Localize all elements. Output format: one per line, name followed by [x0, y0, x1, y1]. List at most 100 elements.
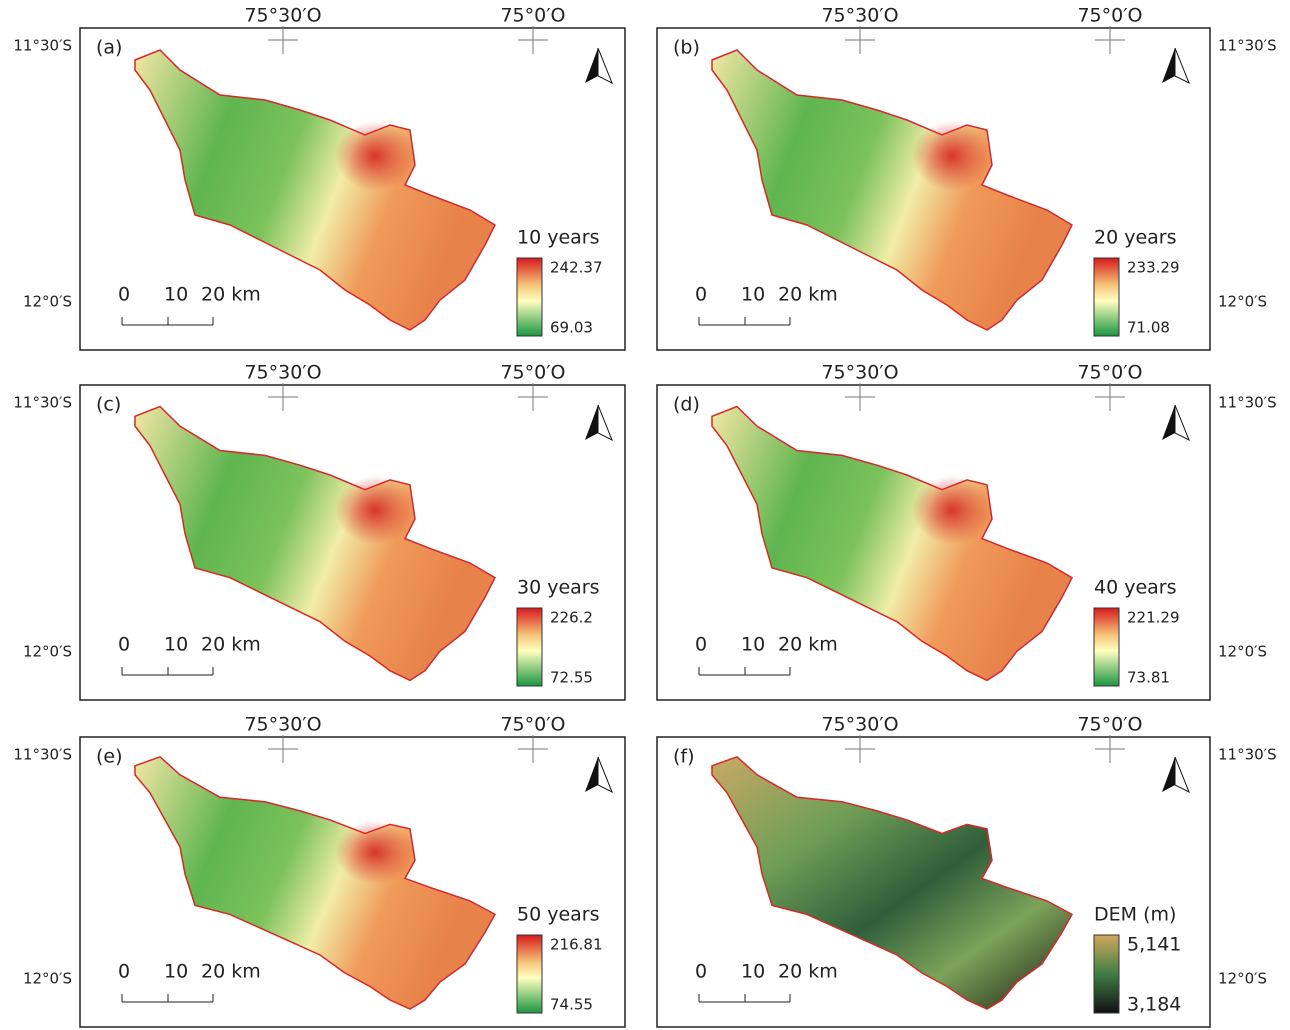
scale-label: 0	[695, 634, 707, 656]
graticule-cross	[845, 26, 875, 54]
hotspot	[335, 121, 415, 191]
longitude-label: 75°30′O	[244, 362, 321, 384]
basin	[711, 49, 1073, 331]
north-arrow-left	[585, 405, 598, 440]
panel-frame	[79, 384, 626, 701]
scale-label: 10	[164, 284, 188, 306]
panel-frame	[79, 736, 626, 1028]
hotspot	[912, 475, 992, 545]
legend-title: 20 years	[1094, 227, 1177, 249]
graticule-cross	[1095, 383, 1125, 411]
map-panel: (d) 75°30′O 75°0′O 11°30′S 12°0′S 0 10 20 km 40 …	[656, 362, 1277, 701]
longitude-label: 75°0′O	[500, 714, 565, 736]
basin	[134, 755, 497, 1010]
latitude-label: 11°30′S	[13, 394, 72, 412]
north-arrow-right	[597, 404, 613, 442]
legend-ramp	[1093, 257, 1120, 337]
scale-label: 10	[164, 961, 188, 983]
legend-title: DEM (m)	[1094, 904, 1176, 926]
longitude-label: 75°30′O	[244, 714, 321, 736]
legend-max: 221.29	[1127, 609, 1180, 627]
latitude-label: 12°0′S	[23, 293, 72, 311]
latitude-label: 11°30′S	[1218, 394, 1277, 412]
graticule-cross	[268, 735, 298, 763]
legend-min: 73.81	[1127, 669, 1170, 687]
longitude-label: 75°0′O	[500, 5, 565, 27]
latitude-label: 12°0′S	[1218, 643, 1267, 661]
scale-label: 10	[164, 634, 188, 656]
panel-label: (d)	[673, 394, 700, 416]
basin	[134, 405, 496, 682]
basin	[134, 49, 496, 331]
panel-frame	[656, 27, 1211, 351]
legend-max: 233.29	[1127, 259, 1180, 277]
latitude-label: 11°30′S	[1218, 37, 1277, 55]
latitude-label: 12°0′S	[1218, 970, 1267, 988]
legend-ramp	[516, 934, 543, 1014]
legend-title: 30 years	[517, 577, 600, 599]
scale-label: 20 km	[201, 961, 261, 983]
longitude-label: 75°30′O	[821, 5, 898, 27]
latitude-label: 11°30′S	[1218, 746, 1277, 764]
panel-label: (b)	[673, 37, 700, 59]
legend-max: 226.2	[550, 609, 593, 627]
graticule-cross	[268, 383, 298, 411]
scale-label: 0	[695, 284, 707, 306]
graticule-cross	[1095, 735, 1125, 763]
panel-label: (c)	[96, 394, 121, 416]
graticule-cross	[845, 383, 875, 411]
north-arrow-left	[1162, 48, 1175, 83]
scale-label: 20 km	[778, 284, 838, 306]
panel-label: (e)	[96, 746, 123, 768]
hotspot	[912, 121, 992, 191]
graticule-cross	[268, 26, 298, 54]
map-panel: (c) 75°30′O 75°0′O 11°30′S 12°0′S 0 10 20 km 30 …	[13, 362, 626, 701]
legend-ramp	[516, 607, 543, 687]
legend-min: 3,184	[1127, 994, 1181, 1016]
legend-min: 72.55	[550, 669, 593, 687]
north-arrow-right	[1174, 756, 1190, 794]
panel-label: (f)	[673, 746, 695, 768]
scale-label: 10	[741, 961, 765, 983]
legend-ramp	[1093, 934, 1120, 1014]
longitude-label: 75°30′O	[821, 714, 898, 736]
latitude-label: 12°0′S	[23, 970, 72, 988]
longitude-label: 75°0′O	[1077, 5, 1142, 27]
graticule-cross	[518, 383, 548, 411]
legend-title: 40 years	[1094, 577, 1177, 599]
legend-ramp	[1093, 607, 1120, 687]
latitude-label: 11°30′S	[13, 746, 72, 764]
north-arrow-left	[1162, 405, 1175, 440]
map-panel: (e) 75°30′O 75°0′O 11°30′S 12°0′S 0 10 20 km 50 …	[13, 714, 626, 1028]
basin	[711, 755, 1074, 1010]
graticule-cross	[518, 26, 548, 54]
latitude-label: 11°30′S	[13, 37, 72, 55]
longitude-label: 75°30′O	[244, 5, 321, 27]
longitude-label: 75°0′O	[1077, 362, 1142, 384]
scale-label: 20 km	[778, 961, 838, 983]
panel-frame	[656, 384, 1211, 701]
longitude-label: 75°0′O	[1077, 714, 1142, 736]
graticule-cross	[845, 735, 875, 763]
panel-label: (a)	[96, 37, 122, 59]
legend-min: 69.03	[550, 319, 593, 337]
legend-title: 10 years	[517, 227, 600, 249]
legend-min: 71.08	[1127, 319, 1170, 337]
legend-min: 74.55	[550, 996, 593, 1014]
north-arrow-right	[1174, 47, 1190, 85]
north-arrow-right	[597, 756, 613, 794]
scale-label: 0	[118, 284, 130, 306]
legend-title: 50 years	[517, 904, 600, 926]
graticule-cross	[1095, 26, 1125, 54]
map-panel: (a) 75°30′O 75°0′O 11°30′S 12°0′S 0 10 20 km 10 …	[13, 5, 626, 351]
panel-frame	[656, 736, 1211, 1028]
scale-label: 10	[741, 284, 765, 306]
scale-label: 20 km	[201, 634, 261, 656]
north-arrow-left	[1162, 757, 1175, 792]
hotspot	[335, 820, 415, 884]
legend-max: 242.37	[550, 259, 603, 277]
north-arrow-left	[585, 757, 598, 792]
map-panel: (f) 75°30′O 75°0′O 11°30′S 12°0′S 0 10 20 km DEM…	[656, 714, 1277, 1028]
map-panel: (b) 75°30′O 75°0′O 11°30′S 12°0′S 0 10 20 km 20 …	[656, 5, 1277, 351]
